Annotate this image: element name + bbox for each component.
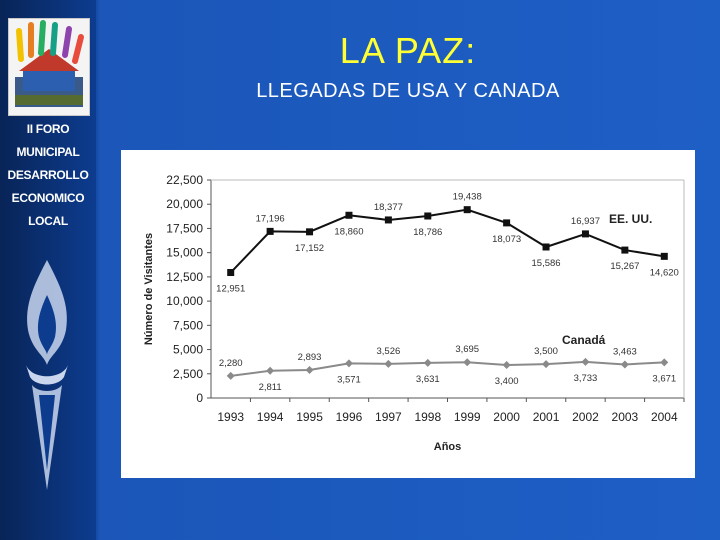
- usa-data-point: [463, 206, 471, 214]
- usa-data-point: [384, 216, 392, 224]
- series-line-usa: [229, 208, 665, 274]
- canada-data-point: [344, 359, 353, 368]
- usa-data-label: 12,951: [216, 284, 245, 295]
- usa-data-label: 18,786: [413, 227, 442, 238]
- y-tick-label: 7,500: [173, 318, 203, 332]
- forum-line: LOCAL: [28, 214, 68, 228]
- hands-house-logo-icon: [8, 18, 90, 116]
- usa-data-label: 17,152: [295, 243, 324, 254]
- usa-data-label: 14,620: [650, 267, 679, 278]
- canada-data-point: [384, 359, 393, 368]
- canada-data-label: 3,463: [613, 346, 637, 357]
- usa-data-point: [660, 252, 668, 260]
- y-axis-title: Número de Visitantes: [143, 233, 155, 345]
- visitors-line-chart: 0 2,500 5,000 7,500 10,000 12,500 15,000 17,500…: [143, 173, 685, 453]
- canada-data-label: 2,280: [219, 358, 243, 369]
- canada-data-point: [423, 358, 432, 367]
- canada-data-label: 3,733: [574, 373, 598, 384]
- sidebar: II FORO MUNICIPAL DESARROLLO ECONOMICO L…: [0, 0, 96, 540]
- canada-data-label: 3,671: [652, 373, 676, 384]
- series-line-canada: [230, 360, 665, 377]
- forum-name: II FORO MUNICIPAL DESARROLLO ECONOMICO L…: [0, 118, 96, 233]
- canada-data-point: [581, 357, 590, 366]
- x-tick-label: 1998: [414, 410, 441, 424]
- usa-data-point: [424, 212, 432, 220]
- x-tick-label: 1995: [296, 410, 323, 424]
- canada-data-point: [502, 361, 511, 370]
- usa-data-point: [306, 228, 314, 236]
- x-tick-label: 2001: [533, 410, 560, 424]
- canada-data-label: 3,571: [337, 374, 361, 385]
- usa-data-point: [345, 211, 353, 219]
- canada-data-point: [305, 365, 314, 374]
- canada-data-point: [463, 358, 472, 367]
- x-tick-label: 2002: [572, 410, 599, 424]
- y-tick-label: 10,000: [166, 294, 203, 308]
- canada-data-label: 2,893: [298, 352, 322, 363]
- x-tick-label: 1993: [217, 410, 244, 424]
- canada-data-point: [620, 360, 629, 369]
- canada-data-label: 3,695: [455, 344, 479, 355]
- x-tick-label: 2000: [493, 410, 520, 424]
- x-axis-title: Años: [434, 441, 462, 453]
- usa-data-point: [266, 227, 274, 235]
- series-name-usa: EE. UU.: [609, 212, 652, 226]
- canada-data-point: [266, 366, 275, 375]
- forum-line: ECONOMICO: [11, 191, 85, 205]
- usa-data-point: [542, 243, 550, 251]
- x-tick-label: 1994: [257, 410, 284, 424]
- x-tick-label: 1999: [454, 410, 481, 424]
- y-tick-label: 5,000: [173, 343, 203, 357]
- usa-data-label: 16,937: [571, 216, 600, 227]
- canada-data-label: 3,526: [376, 346, 400, 357]
- canada-data-point: [226, 371, 235, 380]
- canada-data-label: 3,500: [534, 346, 558, 357]
- canada-data-point: [542, 360, 551, 369]
- canada-data-label: 2,811: [259, 382, 282, 393]
- usa-data-point: [621, 246, 629, 254]
- usa-data-label: 18,073: [492, 234, 521, 245]
- y-tick-label: 12,500: [166, 270, 203, 284]
- usa-data-point: [227, 269, 235, 277]
- slide-subtitle: LLEGADAS DE USA Y CANADA: [256, 80, 560, 102]
- y-tick-label: 2,500: [173, 367, 203, 381]
- usa-data-label: 18,377: [374, 202, 403, 213]
- y-tick-label: 22,500: [166, 173, 203, 187]
- usa-data-label: 18,860: [334, 226, 363, 237]
- forum-line: MUNICIPAL: [16, 145, 80, 159]
- canada-data-label: 3,400: [495, 376, 519, 387]
- canada-data-point: [660, 358, 669, 367]
- usa-data-label: 15,267: [610, 261, 639, 272]
- y-tick-label: 15,000: [166, 246, 203, 260]
- y-tick-label: 17,500: [166, 221, 203, 235]
- y-tick-label: 20,000: [166, 197, 203, 211]
- torch-flame-icon: [14, 255, 80, 495]
- series-name-canada: Canadá: [562, 333, 606, 347]
- x-tick-label: 2003: [612, 410, 639, 424]
- x-tick-label: 2004: [651, 410, 678, 424]
- x-tick-label: 1996: [336, 410, 363, 424]
- chart-panel: 0 2,500 5,000 7,500 10,000 12,500 15,000 17,500…: [121, 150, 695, 478]
- usa-data-label: 19,438: [453, 192, 482, 203]
- usa-data-point: [581, 230, 589, 238]
- usa-data-label: 17,196: [256, 213, 285, 224]
- y-tick-label: 0: [196, 391, 203, 405]
- usa-data-point: [503, 219, 511, 227]
- forum-line: DESARROLLO: [7, 168, 89, 182]
- x-tick-label: 1997: [375, 410, 402, 424]
- forum-line: II FORO: [26, 122, 70, 136]
- canada-data-label: 3,631: [416, 374, 440, 385]
- slide-title: LA PAZ:: [339, 30, 477, 71]
- usa-data-label: 15,586: [532, 258, 561, 269]
